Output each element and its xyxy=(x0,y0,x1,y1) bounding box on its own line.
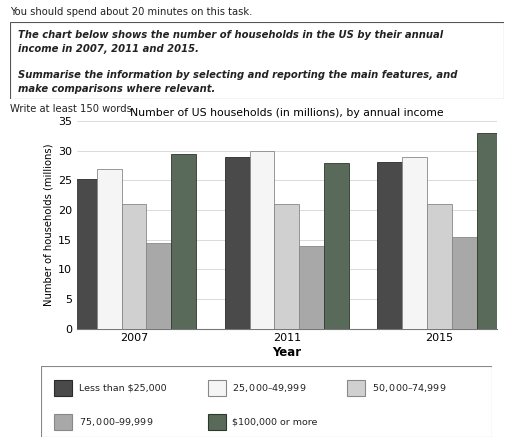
Text: The chart below shows the number of households in the US by their annual: The chart below shows the number of hous… xyxy=(17,30,443,40)
Text: income in 2007, 2011 and 2015.: income in 2007, 2011 and 2015. xyxy=(17,44,199,54)
Bar xyxy=(402,157,427,329)
Bar xyxy=(146,243,171,329)
Bar xyxy=(324,163,349,329)
Text: Summarise the information by selecting and reporting the main features, and: Summarise the information by selecting a… xyxy=(17,70,457,80)
Bar xyxy=(249,151,274,329)
Bar xyxy=(477,133,501,329)
FancyBboxPatch shape xyxy=(41,366,492,437)
Bar xyxy=(72,179,97,329)
FancyBboxPatch shape xyxy=(347,380,366,396)
Bar xyxy=(171,154,196,329)
Text: You should spend about 20 minutes on this task.: You should spend about 20 minutes on thi… xyxy=(10,7,252,17)
Bar xyxy=(299,246,324,329)
Bar xyxy=(225,157,249,329)
Bar xyxy=(122,204,146,329)
Bar xyxy=(427,204,452,329)
Bar xyxy=(452,237,477,329)
FancyBboxPatch shape xyxy=(10,22,504,99)
Text: $100,000 or more: $100,000 or more xyxy=(232,417,318,426)
Bar xyxy=(377,161,402,329)
Text: Write at least 150 words.: Write at least 150 words. xyxy=(10,104,135,114)
FancyBboxPatch shape xyxy=(54,414,73,430)
Title: Number of US households (in millions), by annual income: Number of US households (in millions), b… xyxy=(130,108,443,118)
Bar xyxy=(274,204,299,329)
Text: make comparisons where relevant.: make comparisons where relevant. xyxy=(17,84,215,94)
FancyBboxPatch shape xyxy=(208,380,226,396)
Text: $50,000–$74,999: $50,000–$74,999 xyxy=(372,382,446,394)
FancyBboxPatch shape xyxy=(208,414,226,430)
Text: $75,000–$99,999: $75,000–$99,999 xyxy=(79,416,154,428)
Y-axis label: Number of households (millions): Number of households (millions) xyxy=(44,144,54,306)
Text: $25,000–$49,999: $25,000–$49,999 xyxy=(232,382,307,394)
Text: Less than $25,000: Less than $25,000 xyxy=(79,383,167,392)
Bar xyxy=(97,168,122,329)
FancyBboxPatch shape xyxy=(54,380,73,396)
X-axis label: Year: Year xyxy=(272,346,301,359)
